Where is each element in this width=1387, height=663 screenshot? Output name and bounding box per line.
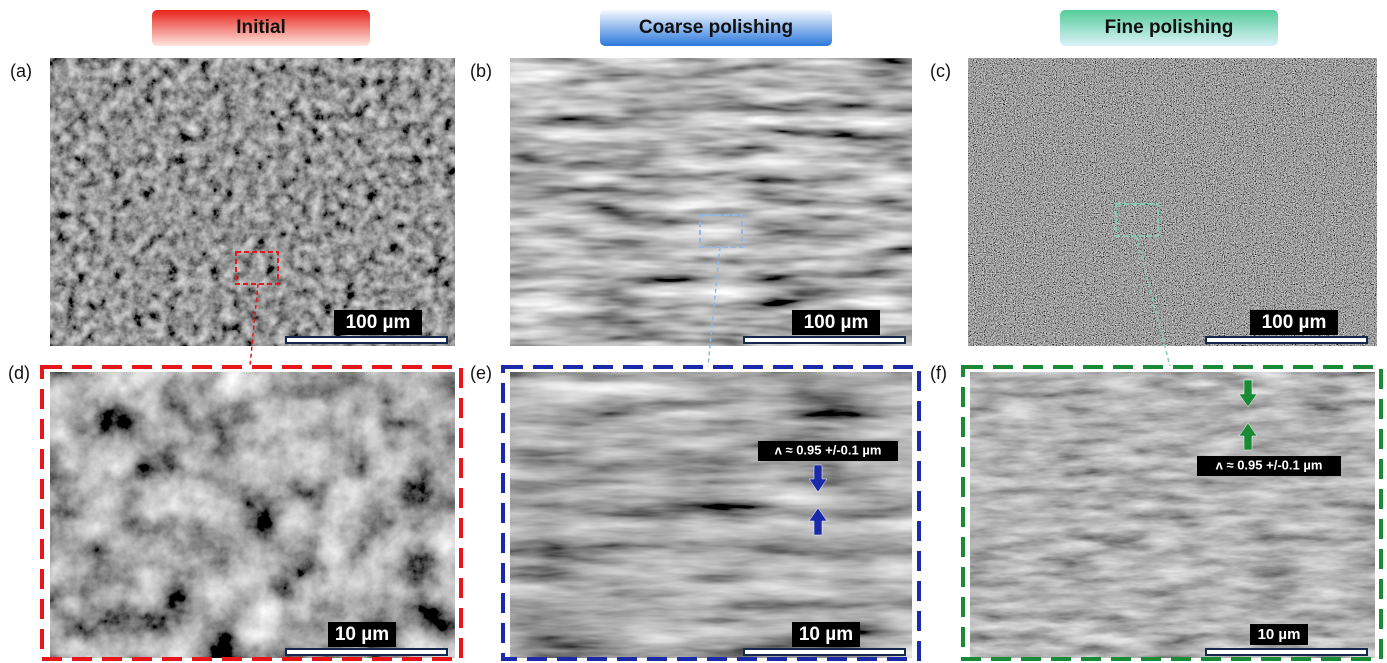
- panel-label: (f): [930, 363, 947, 383]
- scale-bar-label: 10 µm: [335, 624, 389, 645]
- sem-image: [510, 58, 912, 346]
- header: Initial: [236, 17, 286, 38]
- scale-bar-line: [1206, 649, 1367, 655]
- header: Coarse polishing: [639, 17, 793, 38]
- scale-bar-label: 10 µm: [1258, 626, 1301, 643]
- annotation: ʌ ≈ 0.95 +/-0.1 µm: [775, 442, 882, 457]
- scale-bar-line: [1206, 337, 1367, 343]
- sem-image: [50, 58, 455, 346]
- scale-bar-label: 100 µm: [1262, 312, 1327, 333]
- scale-bar-label: 10 µm: [799, 624, 853, 645]
- panel-label: (e): [470, 363, 492, 383]
- sem-image: [50, 372, 455, 658]
- panel-label: (a): [10, 61, 32, 81]
- scale-bar-label: 100 µm: [804, 312, 869, 333]
- header: Fine polishing: [1105, 17, 1234, 38]
- scale-bar-line: [286, 649, 447, 655]
- scale-bar-line: [286, 337, 447, 343]
- sem-image: [510, 372, 912, 658]
- scale-bar-label: 100 µm: [346, 312, 411, 333]
- sem-image: [968, 58, 1377, 346]
- sem-image: [970, 372, 1375, 658]
- figure: Initial Coarse polishing Fine polishing …: [0, 0, 1387, 663]
- panel-label: (c): [930, 61, 951, 81]
- panel-label: (b): [470, 61, 492, 81]
- panel-label: (d): [8, 363, 30, 383]
- annotation: ʌ ≈ 0.95 +/-0.1 µm: [1216, 457, 1323, 472]
- scale-bar-line: [744, 649, 905, 655]
- scale-bar-line: [744, 337, 905, 343]
